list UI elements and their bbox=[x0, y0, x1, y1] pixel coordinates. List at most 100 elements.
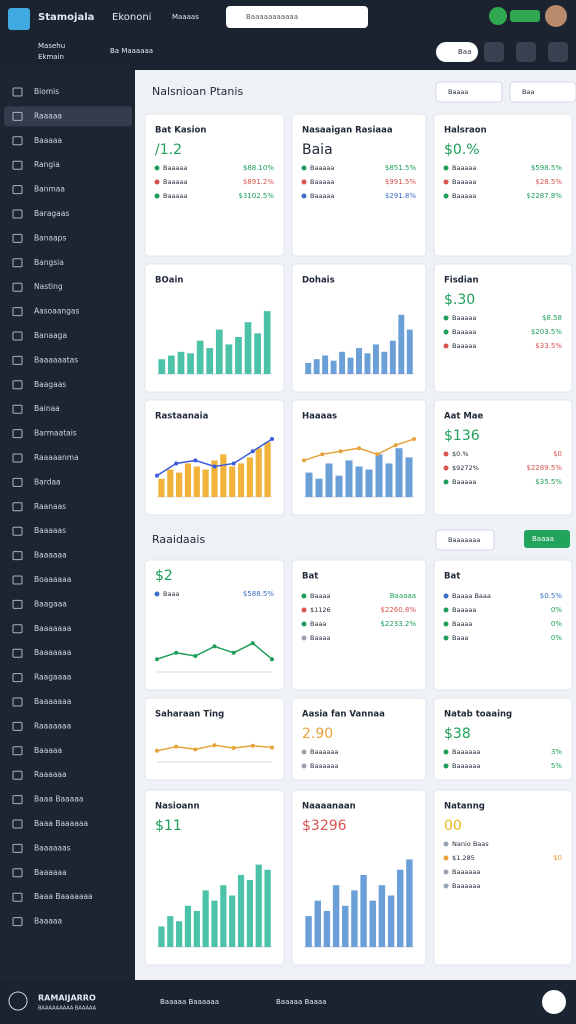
nav-item[interactable]: Rangia bbox=[34, 160, 60, 169]
action-button[interactable] bbox=[524, 530, 570, 548]
row-value: $28.5% bbox=[535, 178, 562, 186]
nav-item[interactable]: Baaaaaaa bbox=[34, 624, 71, 633]
card bbox=[291, 789, 427, 966]
filter[interactable] bbox=[435, 81, 503, 103]
row-value: $2233.2% bbox=[380, 620, 416, 628]
row-value: $8.58 bbox=[542, 314, 562, 322]
footer-link[interactable]: Baaaaa Baaaa bbox=[276, 998, 326, 1006]
card-title: Saharaan Ting bbox=[155, 710, 224, 720]
search-placeholder: Baaaaaaaaaaa bbox=[246, 13, 298, 21]
filter[interactable] bbox=[435, 529, 495, 551]
trend-point bbox=[393, 443, 398, 448]
trend-point bbox=[193, 654, 198, 658]
nav-item[interactable]: Banaaga bbox=[34, 331, 67, 340]
nav-item[interactable]: Baaa Baaaaaa bbox=[34, 819, 88, 828]
nav-item[interactable]: Baragaas bbox=[34, 209, 69, 218]
trend-point bbox=[302, 458, 306, 463]
brand: Stamojala bbox=[38, 12, 94, 23]
nav-item[interactable]: Baaaaaas bbox=[34, 843, 71, 852]
card-title: Bat Kasion bbox=[155, 126, 206, 136]
nav-item[interactable]: Bardaa bbox=[34, 477, 61, 486]
bar bbox=[193, 910, 200, 947]
nav-item[interactable]: Baaaaas bbox=[34, 526, 66, 535]
card-title: Natab toaaing bbox=[444, 710, 512, 720]
search-box[interactable] bbox=[226, 6, 368, 28]
nav-link[interactable]: Maaaas bbox=[172, 13, 199, 21]
nav-item[interactable]: Bainaa bbox=[34, 404, 60, 413]
nav-item[interactable]: Baaaaa bbox=[34, 136, 62, 145]
row-label: Baaaaa bbox=[163, 164, 187, 172]
nav-item[interactable]: Biomis bbox=[34, 87, 59, 96]
bar bbox=[220, 454, 227, 497]
bar bbox=[387, 895, 395, 947]
row-dot bbox=[443, 635, 449, 641]
nav-item[interactable]: Baaaaaa bbox=[34, 868, 67, 877]
footer-link[interactable]: Baaaaa Baaaaaa bbox=[160, 998, 219, 1006]
nav-item[interactable]: Raagaaaa bbox=[34, 673, 71, 682]
footer-brand-sub: BAAAAAAAAA BAAAAA bbox=[38, 1006, 97, 1012]
nav-item[interactable]: Raanaas bbox=[34, 502, 66, 511]
nav-link[interactable]: Ekononi bbox=[112, 12, 151, 23]
bar bbox=[406, 329, 413, 374]
nav-icon bbox=[12, 892, 23, 902]
button[interactable] bbox=[436, 42, 478, 62]
nav-item[interactable]: Baaaaaaa bbox=[34, 697, 71, 706]
bar bbox=[229, 895, 236, 947]
workspace[interactable]: Ekmain bbox=[38, 53, 64, 61]
bar bbox=[405, 457, 413, 497]
icon-button[interactable] bbox=[484, 42, 504, 62]
row-dot bbox=[301, 763, 307, 769]
nav-item[interactable]: Baaaaa bbox=[34, 917, 62, 926]
nav-item[interactable]: Baaa Baaaaaaa bbox=[34, 892, 93, 901]
menu[interactable]: Ba Maaaaaa bbox=[110, 47, 153, 55]
nav-item[interactable]: Raaaaa bbox=[34, 111, 62, 120]
trend-point bbox=[231, 650, 236, 655]
card-title: Aasia fan Vannaa bbox=[302, 710, 385, 720]
card bbox=[433, 113, 573, 257]
avatar[interactable] bbox=[545, 5, 567, 27]
nav-item[interactable]: Boaaaaaa bbox=[34, 575, 71, 584]
nav-item[interactable]: Baaaaaaa bbox=[34, 648, 71, 657]
row-label: Baaaaa bbox=[163, 178, 187, 186]
filter[interactable] bbox=[509, 81, 576, 103]
nav-item[interactable]: Baagaas bbox=[34, 380, 66, 389]
nav-item[interactable]: Banmaa bbox=[34, 185, 65, 194]
nav-item[interactable]: Baagaaa bbox=[34, 599, 67, 608]
nav-icon bbox=[12, 331, 23, 341]
footer-avatar[interactable] bbox=[542, 990, 566, 1014]
card bbox=[144, 113, 285, 257]
sidebar bbox=[0, 70, 135, 980]
row-label: Baaaaa bbox=[452, 192, 476, 200]
card-value: 2.90 bbox=[302, 726, 333, 742]
bar bbox=[305, 362, 312, 374]
action-label: Baaaa bbox=[532, 535, 554, 543]
row-dot bbox=[443, 479, 449, 485]
workspace[interactable]: Masehu bbox=[38, 42, 65, 50]
icon-button[interactable] bbox=[516, 42, 536, 62]
nav-item[interactable]: Raaaaanma bbox=[34, 453, 79, 462]
bar bbox=[237, 463, 245, 497]
bar bbox=[406, 859, 413, 947]
icon-button[interactable] bbox=[548, 42, 568, 62]
nav-item[interactable]: Baaaaa bbox=[34, 746, 62, 755]
nav-item[interactable]: Aasoaangas bbox=[34, 307, 80, 316]
bar bbox=[397, 869, 404, 947]
row-label: Baaa bbox=[452, 634, 468, 642]
row-label: Baaaaaa bbox=[452, 762, 480, 770]
row-value: 3% bbox=[551, 748, 562, 756]
nav-icon bbox=[12, 526, 23, 536]
nav-item[interactable]: Barmaatais bbox=[34, 429, 77, 438]
nav-item[interactable]: Raaaaaaa bbox=[34, 721, 71, 730]
nav-item[interactable]: Baaaaaa bbox=[34, 551, 67, 560]
bar bbox=[385, 463, 393, 497]
section-title: Nalsnioan Ptanis bbox=[152, 85, 243, 98]
nav-item[interactable]: Baaa Baaaaa bbox=[34, 795, 83, 804]
nav-item[interactable]: Baaaaaatas bbox=[34, 355, 78, 364]
bar bbox=[244, 322, 252, 374]
status-icon[interactable] bbox=[489, 7, 507, 25]
nav-item[interactable]: Bangsia bbox=[34, 258, 64, 267]
nav-item[interactable]: Nasting bbox=[34, 282, 63, 291]
row-value: $0 bbox=[553, 450, 562, 458]
nav-item[interactable]: Banaaps bbox=[34, 233, 66, 242]
nav-item[interactable]: Raaaaaa bbox=[34, 770, 67, 779]
